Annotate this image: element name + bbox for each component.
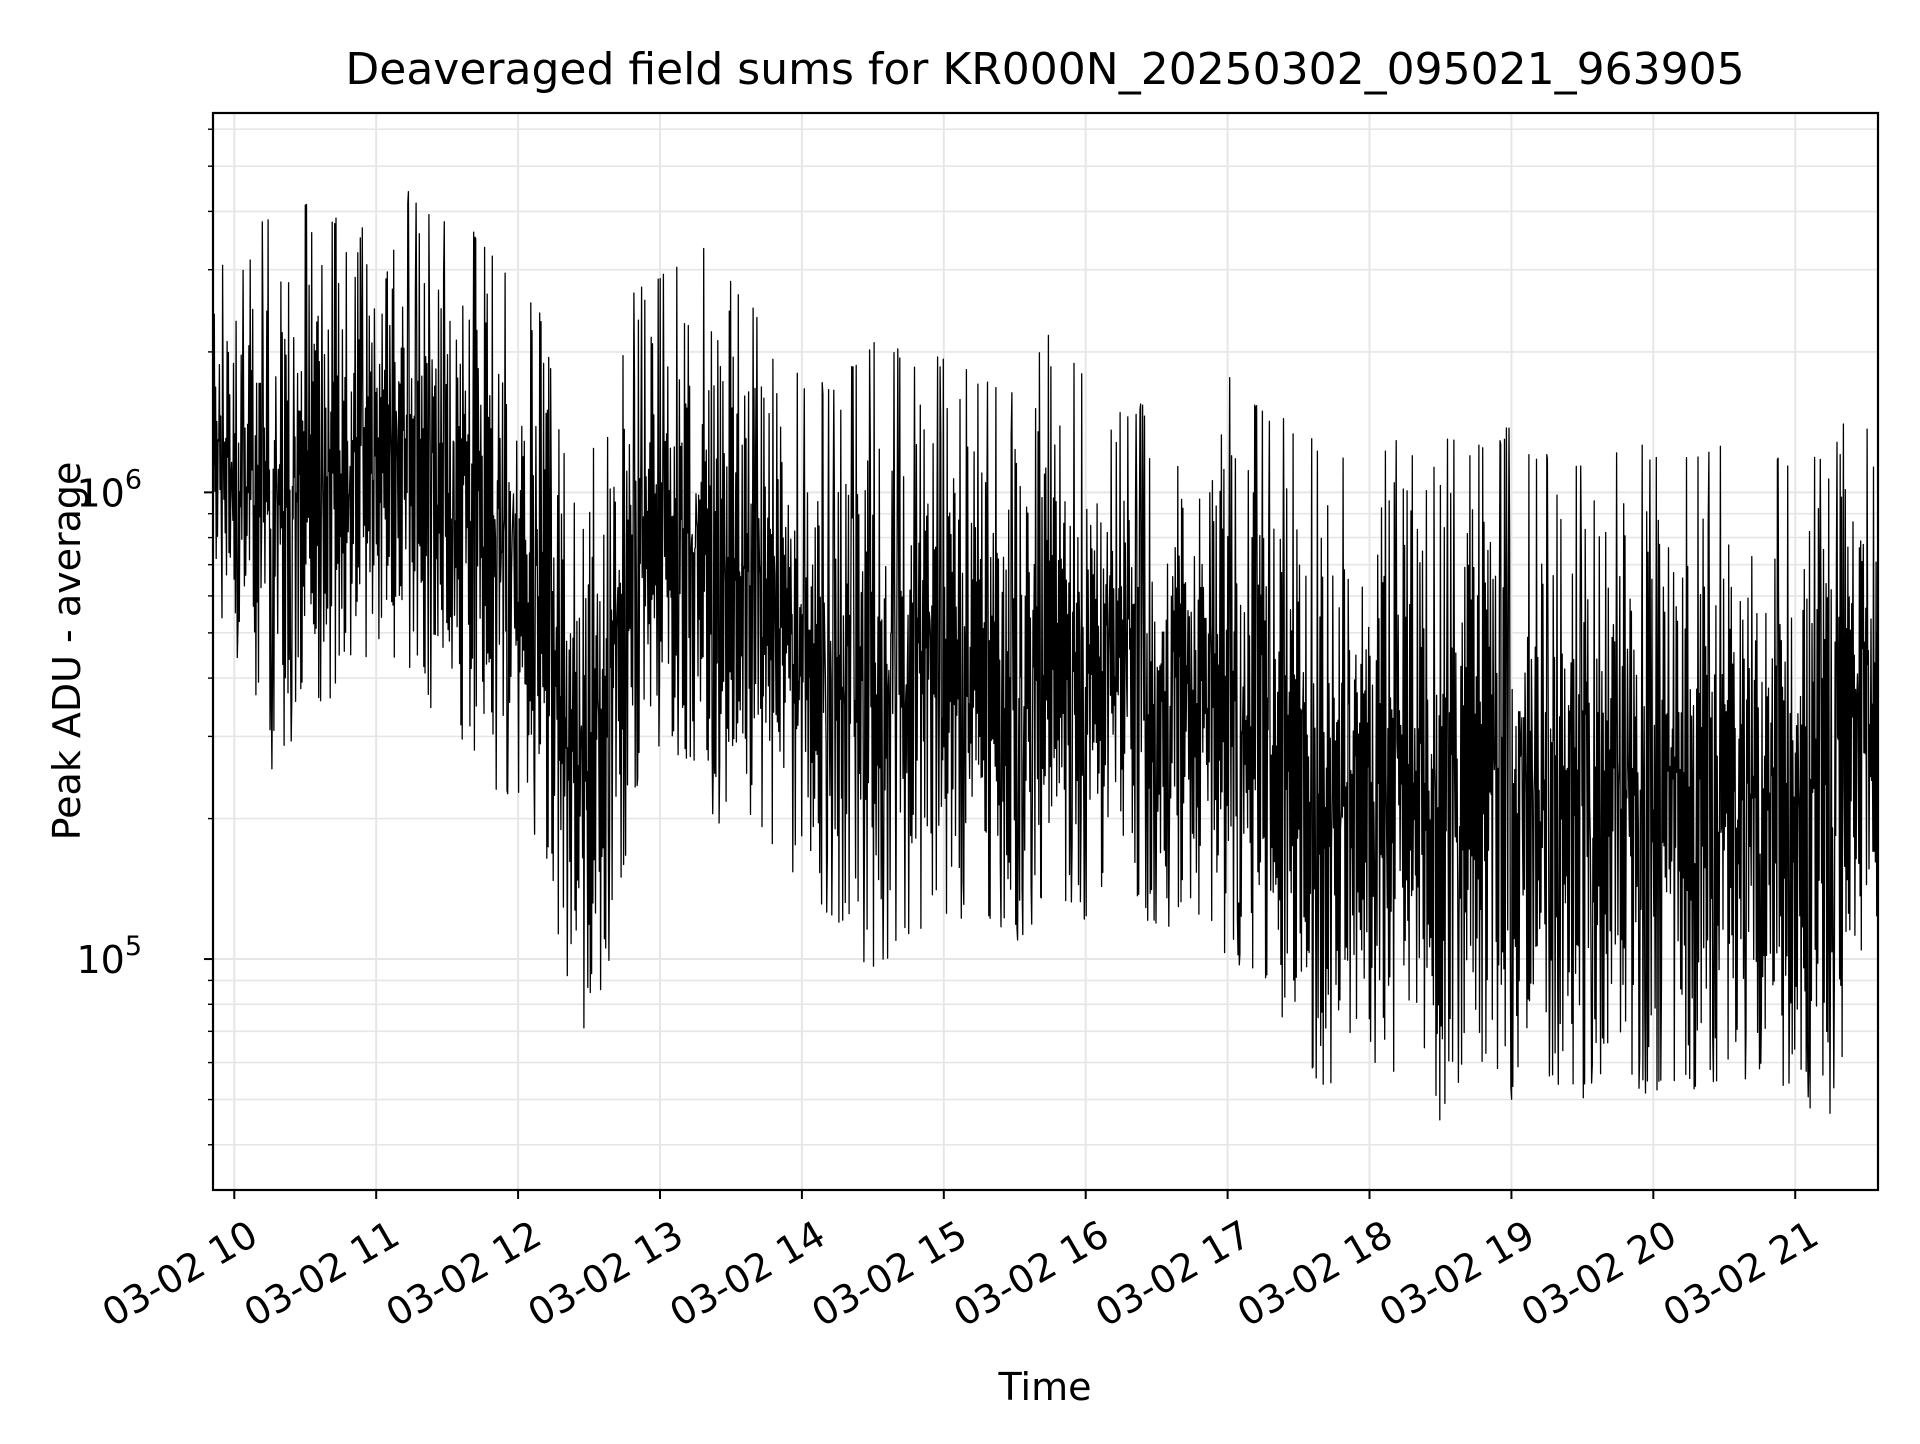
x-axis-label: Time [998,1365,1092,1409]
data-layer [212,191,1879,1121]
y-tick-label: 106 [76,464,142,515]
y-tick-label-exponent: 5 [125,931,142,962]
y-axis-label: Peak ADU - average [45,462,89,841]
y-tick-label-exponent: 6 [125,464,142,495]
series-line [212,191,1879,1121]
y-tick-label: 105 [76,931,142,982]
y-tick-label-base: 10 [76,471,124,515]
chart-title: Deaveraged field sums for KR000N_2025030… [345,44,1744,95]
plot-frame [211,111,1880,1192]
y-tick-label-base: 10 [76,938,124,982]
